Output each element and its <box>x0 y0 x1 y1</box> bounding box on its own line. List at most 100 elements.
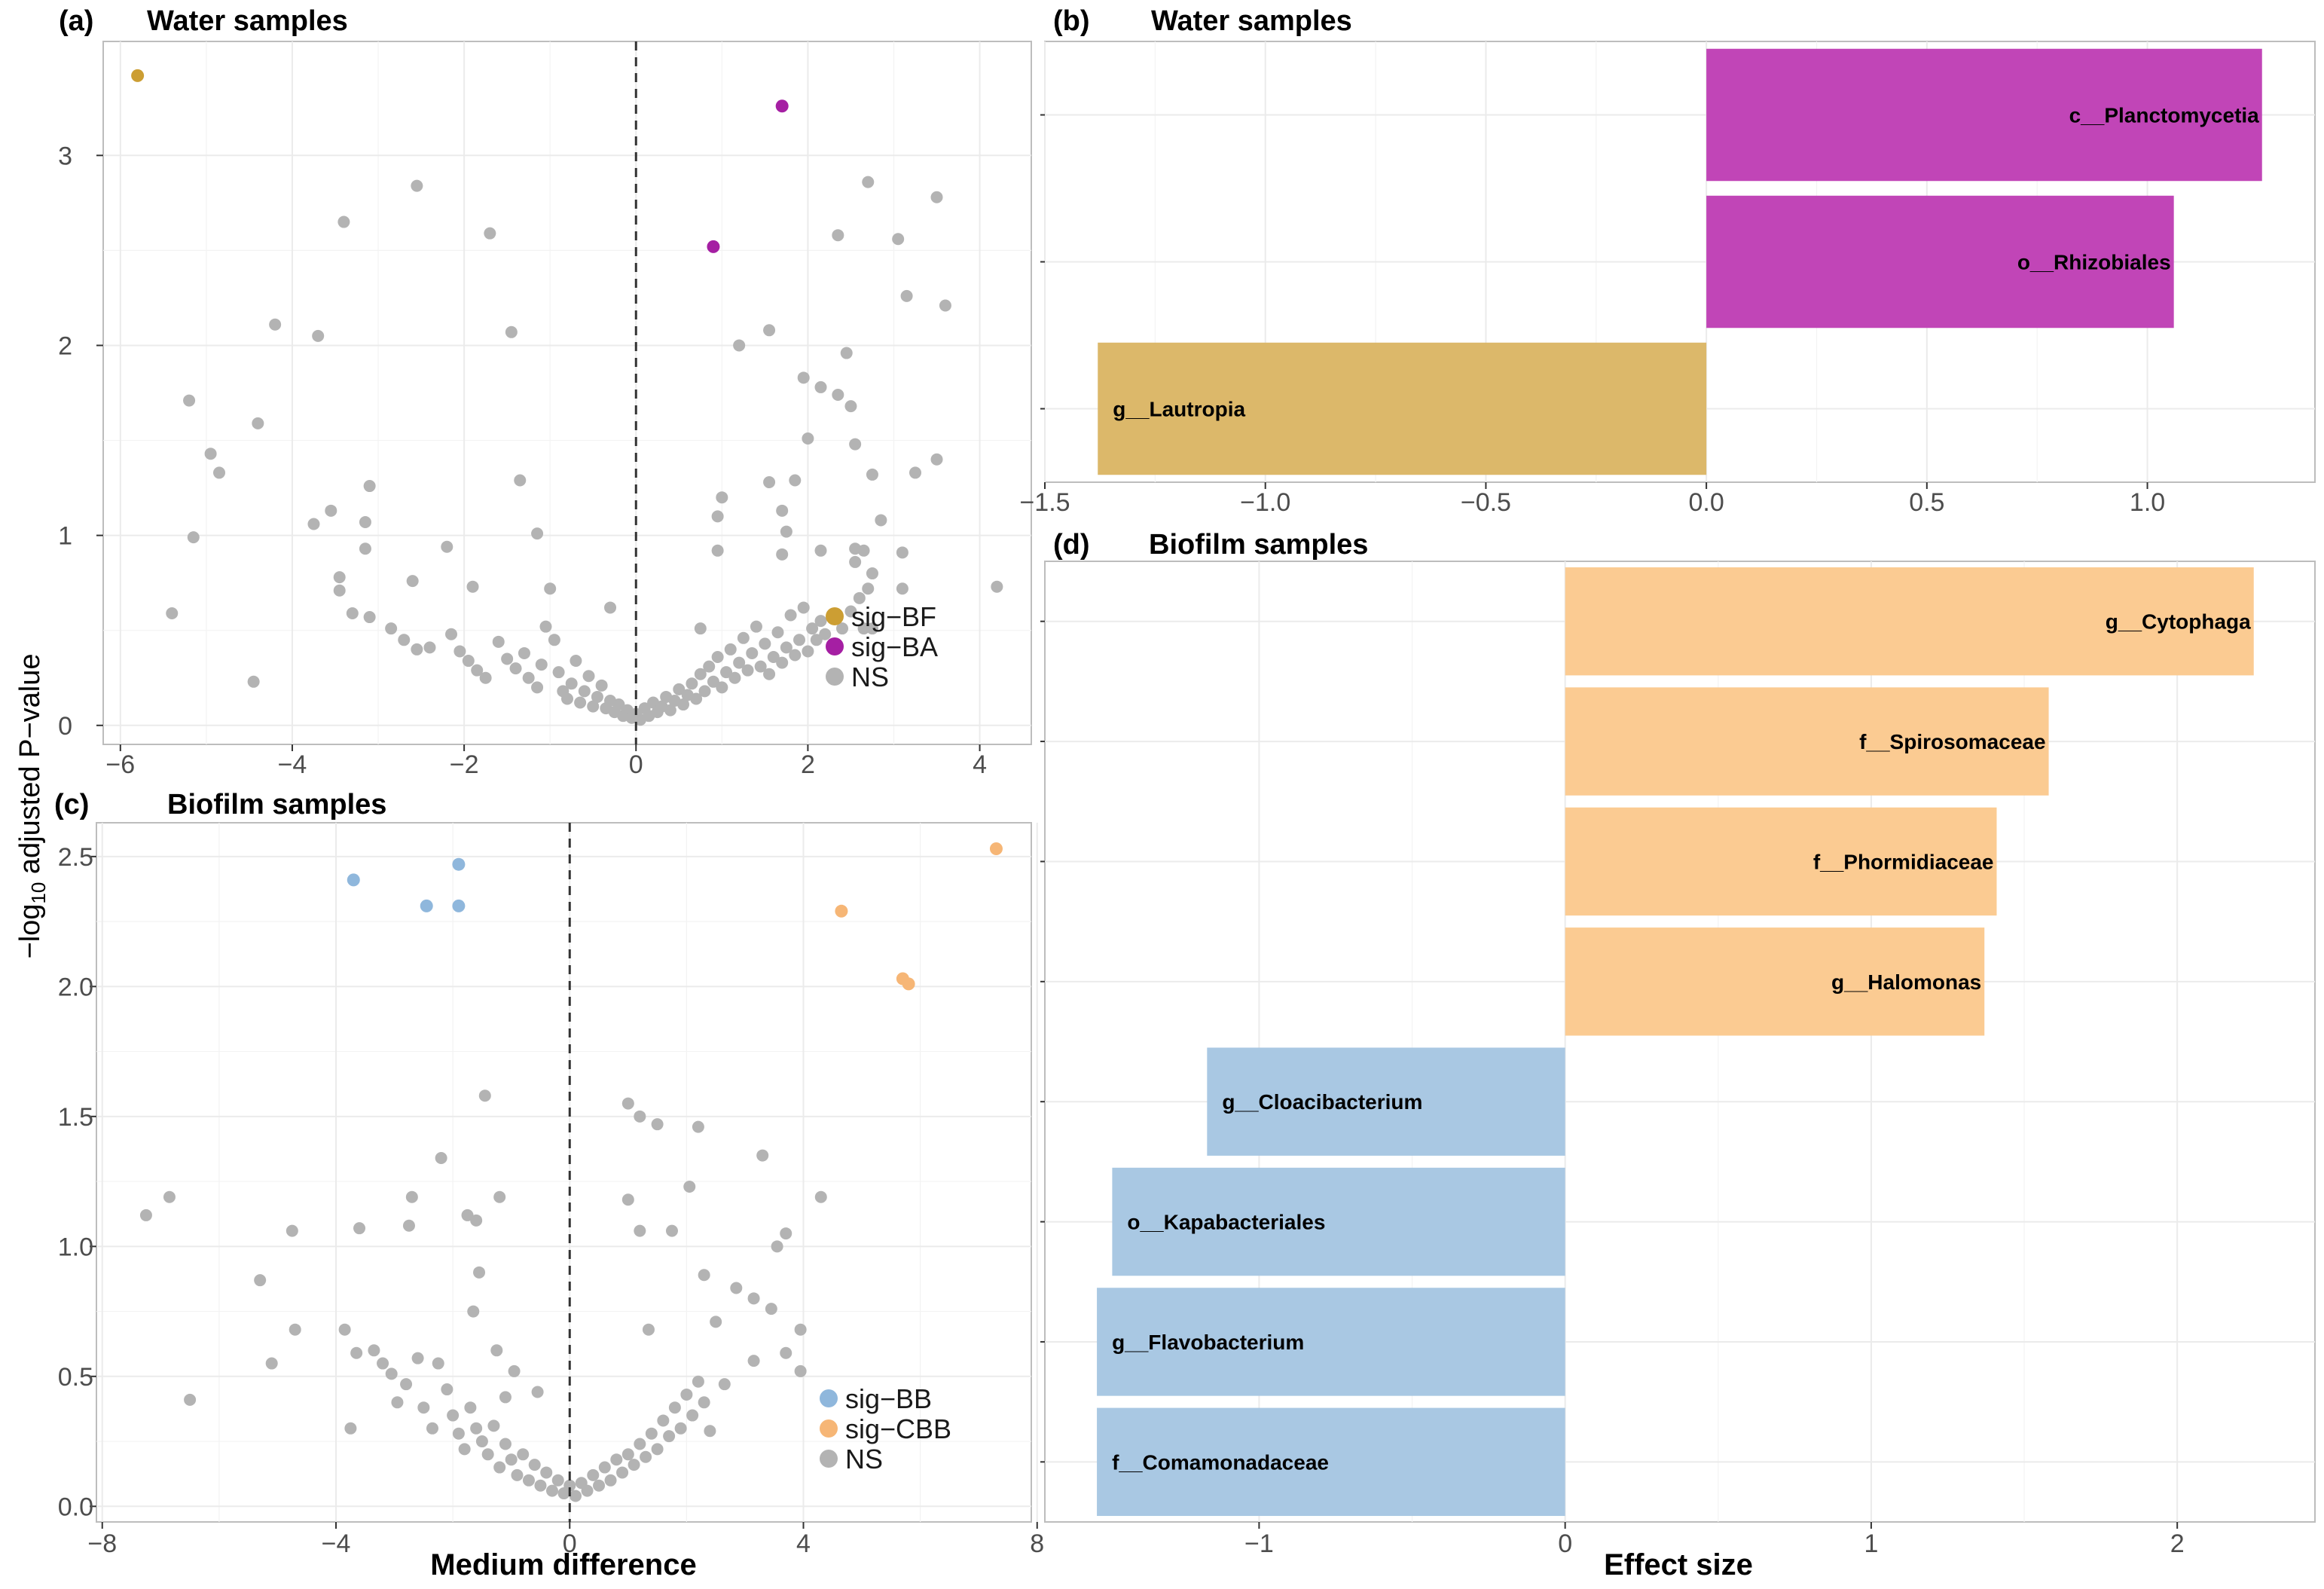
panel-title: Biofilm samples <box>1149 529 1368 561</box>
y-tick-label: 0.5 <box>58 1363 93 1392</box>
bar <box>1565 567 2254 676</box>
panel-c-biofilm-volcano: −8 −4 0 4 8 0.0 0.5 1.0 1.5 2.0 2.5 sig−BBsig−CBBNS… <box>54 789 1044 1581</box>
ns-point <box>598 1461 611 1474</box>
ns-point <box>213 466 225 479</box>
ns-point <box>645 1427 658 1440</box>
ns-point <box>690 692 703 705</box>
y-tick-label: 2.5 <box>58 843 93 872</box>
panel-tag: (a) <box>59 5 93 37</box>
ns-point <box>452 1427 465 1440</box>
y-tick-label: 3 <box>58 142 72 170</box>
ns-point <box>432 1357 444 1370</box>
ns-point <box>763 476 776 489</box>
ns-point <box>896 582 909 595</box>
y-tick-label: 2.0 <box>58 973 93 1001</box>
ns-point <box>698 1269 710 1282</box>
panel-title: Water samples <box>1151 5 1352 37</box>
ns-point <box>441 540 454 553</box>
significant-point-sig-cbb <box>902 977 915 991</box>
ns-point <box>325 504 337 517</box>
bar <box>1706 195 2174 328</box>
ns-point <box>423 641 436 654</box>
ns-point <box>716 491 728 504</box>
ns-point <box>411 1352 424 1364</box>
ns-point <box>467 1305 480 1318</box>
ns-point <box>640 1450 652 1463</box>
ns-point <box>849 555 862 568</box>
x-tick-label: 1.0 <box>2130 488 2165 517</box>
ns-point <box>664 704 676 717</box>
ns-point <box>411 179 423 192</box>
x-tick-label: 4 <box>973 750 987 779</box>
panel-title: Water samples <box>147 5 348 37</box>
y-tick-label: 1.5 <box>58 1103 93 1132</box>
ns-point <box>930 191 943 203</box>
ns-point <box>718 1378 731 1391</box>
ns-point <box>531 1386 544 1398</box>
x-tick-label: 2 <box>2170 1529 2185 1558</box>
ns-point <box>866 468 878 481</box>
significant-point-sig-ba <box>775 99 789 113</box>
ns-point <box>900 289 913 302</box>
ns-point <box>478 1089 491 1102</box>
ns-point <box>531 527 544 540</box>
y-tick-label: 0 <box>58 712 72 741</box>
x-tick-label: 8 <box>1030 1529 1044 1558</box>
ns-point <box>473 1266 486 1279</box>
ns-point <box>368 1344 380 1357</box>
ns-point <box>862 176 875 188</box>
ns-point <box>582 670 595 683</box>
ns-point <box>289 1323 301 1336</box>
legend-label: sig−CBB <box>845 1413 951 1444</box>
ns-point <box>540 1466 553 1479</box>
ns-point <box>204 448 217 460</box>
ns-point <box>711 651 724 664</box>
y-tick-label: 1.0 <box>58 1233 93 1261</box>
ns-point <box>338 1323 351 1336</box>
ns-point <box>350 1346 363 1359</box>
ns-point <box>398 634 411 646</box>
ns-point <box>581 1484 594 1497</box>
ns-point <box>797 371 810 384</box>
ns-point <box>487 1419 500 1432</box>
ns-point <box>363 480 376 493</box>
x-axis-title: Medium difference <box>430 1548 696 1581</box>
legend-key <box>826 607 844 625</box>
ns-point <box>634 1438 646 1450</box>
ns-point <box>730 1282 743 1294</box>
ns-point <box>832 229 844 242</box>
ns-point <box>819 628 832 640</box>
bar <box>1565 927 1985 1036</box>
ns-point <box>610 1453 623 1466</box>
ns-point <box>707 675 719 688</box>
ns-point <box>505 325 518 338</box>
ns-point <box>698 685 711 698</box>
bar-label: g__Flavobacterium <box>1112 1331 1304 1354</box>
ns-point <box>501 652 514 665</box>
legend-key <box>820 1419 838 1438</box>
ns-point <box>674 1422 687 1435</box>
x-tick-label: −1.0 <box>1240 488 1290 517</box>
ns-point <box>505 1453 518 1466</box>
ns-point <box>363 611 376 624</box>
ns-point <box>776 656 789 669</box>
ns-point <box>587 1468 600 1481</box>
ns-point <box>930 453 943 466</box>
bar-label: g__Lautropia <box>1113 398 1245 421</box>
ns-point <box>539 620 552 633</box>
ns-point <box>604 1474 617 1487</box>
ns-point <box>570 655 582 668</box>
x-tick-label: −2 <box>450 750 479 779</box>
significant-point-sig-cbb <box>835 904 848 918</box>
ns-point <box>163 1190 176 1203</box>
ns-point <box>552 666 565 679</box>
ns-point <box>771 1240 783 1253</box>
ns-point <box>307 518 320 530</box>
ns-point <box>703 660 716 673</box>
ns-point <box>853 591 866 604</box>
ns-point <box>417 1401 430 1414</box>
ns-point <box>814 1190 827 1203</box>
ns-point <box>247 675 260 688</box>
